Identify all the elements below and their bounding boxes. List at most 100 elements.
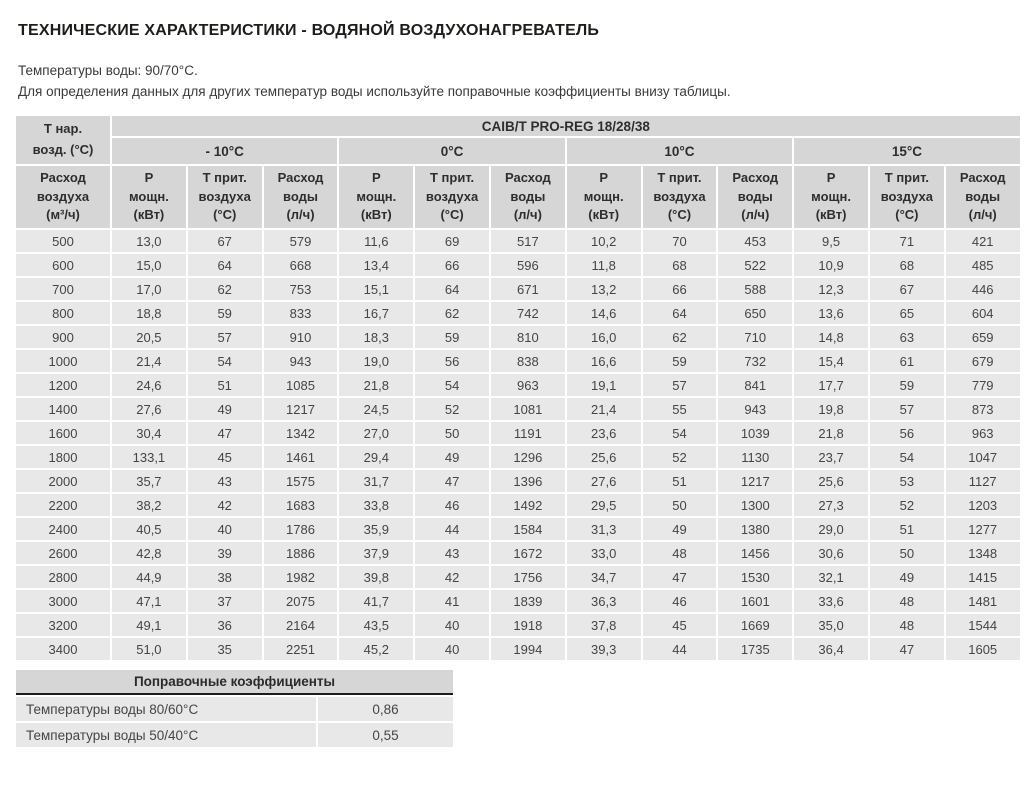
data-cell: 39,3 [566,638,641,660]
data-cell: 27,6 [566,470,641,492]
data-cell: 1683 [263,494,338,516]
data-cell: 59 [415,326,489,348]
data-cell: 753 [263,278,338,300]
data-cell: 446 [945,278,1020,300]
temp-group-header: - 10°С [112,138,338,164]
data-cell: 2164 [263,614,338,636]
data-cell: 62 [187,278,262,300]
temp-group-header: 10°С [566,138,793,164]
data-cell: 668 [263,254,338,276]
data-cell: 841 [718,374,793,396]
data-cell: 25,6 [794,470,868,492]
data-cell: 38,2 [112,494,186,516]
data-cell: 1415 [945,566,1020,588]
data-cell: 53 [869,470,944,492]
data-cell: 13,6 [794,302,868,324]
data-cell: 1918 [490,614,565,636]
data-cell: 1839 [490,590,565,612]
data-cell: 36,3 [566,590,641,612]
data-cell: 579 [263,230,338,252]
data-cell: 33,0 [566,542,641,564]
airflow-value: 1200 [16,374,110,396]
data-cell: 35,7 [112,470,186,492]
data-cell: 47 [187,422,262,444]
data-cell: 1584 [490,518,565,540]
data-cell: 45 [642,614,717,636]
data-cell: 1756 [490,566,565,588]
airflow-value: 1400 [16,398,110,420]
temp-group-header: 15°С [794,138,1020,164]
data-cell: 41 [415,590,489,612]
data-cell: 1127 [945,470,1020,492]
data-cell: 15,4 [794,350,868,372]
data-cell: 38 [187,566,262,588]
data-cell: 943 [718,398,793,420]
airflow-value: 700 [16,278,110,300]
data-cell: 19,1 [566,374,641,396]
data-cell: 65 [869,302,944,324]
data-cell: 43 [187,470,262,492]
table-row: 600 15,0 64 668 13,4 66 596 11,8 68 522 10,9 68 485 [16,254,1020,276]
data-cell: 36 [187,614,262,636]
data-cell: 47 [415,470,489,492]
coefficients-title: Поправочные коэффициенты [16,670,454,695]
data-cell: 14,8 [794,326,868,348]
data-cell: 588 [718,278,793,300]
data-cell: 24,6 [112,374,186,396]
data-cell: 44 [415,518,489,540]
data-cell: 61 [869,350,944,372]
data-cell: 30,6 [794,542,868,564]
data-cell: 1672 [490,542,565,564]
data-cell: 36,4 [794,638,868,660]
table-row: 1000 21,4 54 943 19,0 56 838 16,6 59 732 15,4 61 679 [16,350,1020,372]
data-cell: 64 [415,278,489,300]
data-cell: 1380 [718,518,793,540]
data-cell: 18,8 [112,302,186,324]
data-cell: 51,0 [112,638,186,660]
data-cell: 63 [869,326,944,348]
data-cell: 453 [718,230,793,252]
data-cell: 1456 [718,542,793,564]
power-header: Р мощн. (кВт) [794,166,868,228]
data-cell: 485 [945,254,1020,276]
table-row: 3200 49,1 36 2164 43,5 40 1918 37,8 45 1669 35,0 48… [16,614,1020,636]
table-row: 900 20,5 57 910 18,3 59 810 16,0 62 710 14,8 63 659 [16,326,1020,348]
data-cell: 13,2 [566,278,641,300]
data-cell: 49,1 [112,614,186,636]
data-cell: 62 [415,302,489,324]
data-cell: 27,3 [794,494,868,516]
data-cell: 37 [187,590,262,612]
data-cell: 45 [187,446,262,468]
data-cell: 18,3 [339,326,414,348]
data-cell: 1544 [945,614,1020,636]
temp-group-header: 0°С [339,138,565,164]
water-temperature-note: Температуры воды: 90/70°С. [18,63,198,78]
data-cell: 421 [945,230,1020,252]
data-cell: 1217 [263,398,338,420]
data-cell: 62 [642,326,717,348]
data-cell: 2075 [263,590,338,612]
coefficient-value: 0,86 [318,697,454,721]
data-cell: 47 [869,638,944,660]
data-cell: 20,5 [112,326,186,348]
data-cell: 49 [642,518,717,540]
table-row: 2800 44,9 38 1982 39,8 42 1756 34,7 47 1530 32,1 49… [16,566,1020,588]
table-row: 2200 38,2 42 1683 33,8 46 1492 29,5 50 1300 27,3 52… [16,494,1020,516]
document-page: ТЕХНИЧЕСКИЕ ХАРАКТЕРИСТИКИ - ВОДЯНОЙ ВОЗ… [16,22,1020,747]
data-cell: 596 [490,254,565,276]
data-cell: 810 [490,326,565,348]
data-cell: 59 [187,302,262,324]
data-cell: 50 [415,422,489,444]
data-cell: 1481 [945,590,1020,612]
data-cell: 21,8 [794,422,868,444]
supply-air-temp-header: Т прит. воздуха (°С) [869,166,944,228]
data-cell: 70 [642,230,717,252]
data-cell: 1296 [490,446,565,468]
data-cell: 35 [187,638,262,660]
water-flow-header: Расход воды (л/ч) [945,166,1020,228]
airflow-value: 900 [16,326,110,348]
data-cell: 17,7 [794,374,868,396]
data-cell: 1191 [490,422,565,444]
data-cell: 41,7 [339,590,414,612]
data-cell: 31,7 [339,470,414,492]
